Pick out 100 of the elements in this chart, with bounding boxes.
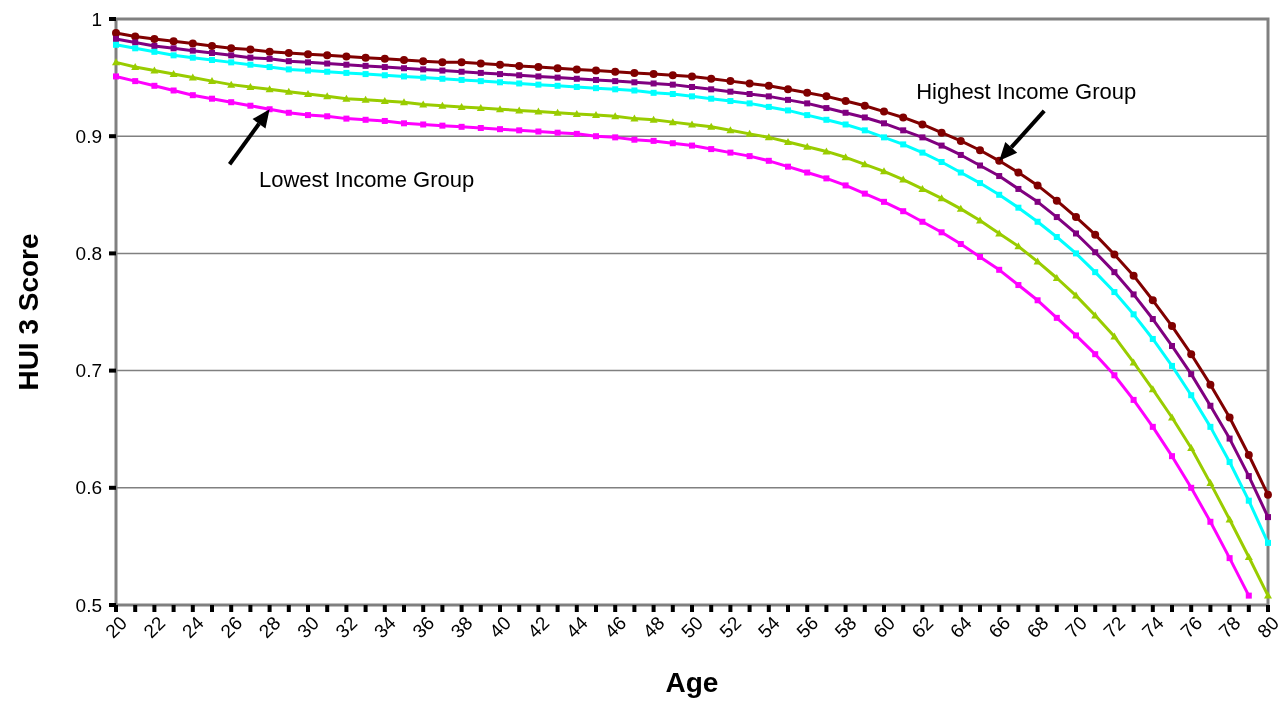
x-tick-label: 70: [1061, 612, 1092, 643]
point: [650, 137, 657, 144]
x-tick-label: 28: [254, 612, 285, 643]
point: [1130, 396, 1137, 403]
x-tick-label: 24: [178, 611, 209, 643]
point: [343, 115, 350, 122]
point: [132, 78, 139, 85]
y-tick-label: 0.7: [75, 360, 102, 382]
point: [573, 130, 580, 137]
point: [669, 140, 676, 147]
point: [535, 128, 542, 135]
point: [189, 92, 196, 99]
point: [612, 134, 619, 141]
x-tick-label: 22: [139, 612, 170, 643]
x-tick-label: 42: [523, 612, 554, 643]
point: [381, 117, 388, 124]
point: [420, 121, 427, 128]
x-tick-label: 68: [1022, 612, 1053, 643]
point: [881, 198, 887, 205]
point: [1073, 332, 1079, 339]
point: [554, 129, 561, 136]
point: [305, 112, 311, 119]
x-tick-label: 80: [1253, 612, 1282, 643]
point: [727, 149, 734, 156]
point: [900, 208, 907, 215]
point: [209, 95, 215, 102]
point: [439, 122, 446, 129]
point: [516, 127, 523, 134]
x-tick-label: 44: [562, 611, 593, 643]
point: [1188, 484, 1195, 491]
point: [401, 120, 407, 127]
y-tick-label: 0.8: [75, 243, 102, 265]
point: [497, 126, 503, 133]
point: [458, 123, 465, 130]
point: [362, 116, 369, 123]
x-tick-label: 40: [485, 612, 516, 643]
x-tick-label: 56: [792, 612, 823, 643]
annotation: Highest Income Group: [916, 78, 1137, 104]
point: [919, 218, 926, 225]
x-tick-label: 50: [677, 612, 708, 643]
x-tick-label: 74: [1138, 611, 1169, 643]
x-tick-label: 36: [408, 612, 439, 643]
annotation: Lowest Income Group: [258, 166, 475, 192]
point: [1207, 518, 1214, 525]
x-tick-label: 34: [370, 611, 401, 643]
point: [746, 153, 753, 160]
x-tick-label: 78: [1214, 612, 1245, 643]
point: [842, 182, 849, 189]
point: [823, 175, 830, 182]
x-tick-label: 62: [907, 612, 938, 643]
x-tick-label: 38: [446, 612, 477, 643]
x-axis-title: Age: [665, 667, 719, 698]
x-tick-label: 60: [869, 612, 900, 643]
point: [689, 142, 695, 149]
point: [1053, 314, 1060, 321]
point: [785, 163, 791, 170]
x-tick-label: 64: [946, 611, 977, 643]
point: [1092, 351, 1099, 358]
y-tick-label: 1: [91, 8, 102, 30]
x-tick-label: 26: [216, 612, 247, 643]
point: [765, 157, 772, 164]
point: [861, 190, 868, 197]
point: [996, 266, 1003, 273]
point: [324, 113, 331, 120]
point: [1245, 592, 1252, 599]
x-tick-label: 46: [600, 612, 631, 643]
point: [957, 241, 964, 248]
x-tick-label: 54: [754, 611, 785, 643]
point: [477, 125, 484, 131]
x-tick-label: 32: [331, 612, 362, 643]
point: [1226, 555, 1233, 562]
point: [1015, 282, 1022, 289]
point: [631, 136, 638, 143]
y-tick-label: 0.5: [75, 594, 102, 616]
x-tick-label: 30: [293, 612, 324, 643]
point: [804, 169, 811, 176]
point: [151, 82, 158, 89]
point: [1169, 453, 1175, 460]
x-tick-label: 52: [715, 612, 746, 643]
point: [1034, 297, 1041, 304]
point: [708, 146, 715, 153]
x-tick-label: 66: [984, 612, 1015, 643]
point: [1111, 372, 1118, 379]
y-tick-label: 0.9: [75, 125, 102, 147]
x-tick-label: 72: [1099, 612, 1130, 643]
x-tick-label: 76: [1176, 612, 1207, 643]
y-axis-title: HUI 3 Score: [13, 233, 44, 391]
point: [977, 253, 983, 260]
x-tick-label: 58: [830, 612, 861, 643]
x-tick-label: 20: [101, 612, 132, 643]
point: [228, 99, 235, 106]
point: [285, 109, 292, 116]
point: [113, 73, 119, 80]
point: [593, 133, 599, 140]
point: [170, 87, 177, 94]
point: [1149, 423, 1156, 430]
y-tick-label: 0.6: [75, 477, 102, 499]
point: [247, 102, 254, 109]
point: [938, 229, 945, 236]
x-tick-label: 48: [638, 612, 669, 643]
